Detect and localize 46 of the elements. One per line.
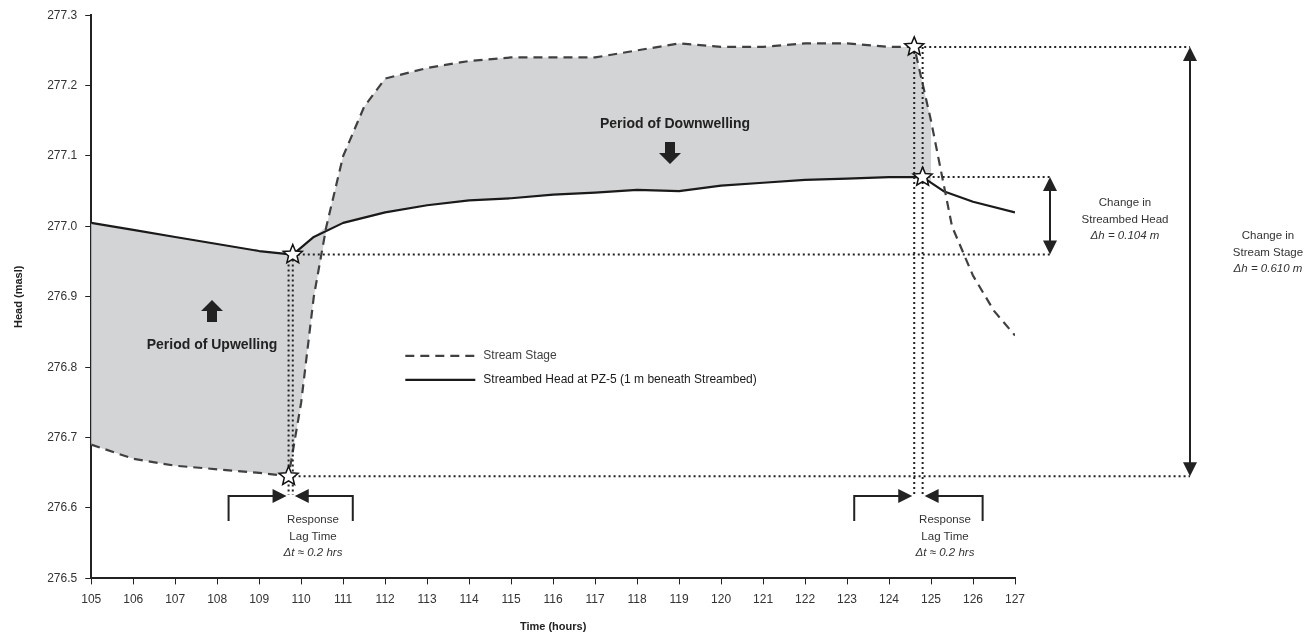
x-tick-label: 115 [501,591,522,606]
annotation: Response Lag Time Δt ≈ 0.2 hrs [914,513,975,559]
x-tick-label: 122 [795,591,816,606]
annotation: Response Lag Time Δt ≈ 0.2 hrs [282,513,343,559]
x-tick-label: 107 [165,591,186,606]
text: Stream Stage [483,348,558,363]
x-tick-label: 113 [417,591,438,606]
x-tick-label: 114 [459,591,480,606]
x-tick-label: 120 [711,591,732,606]
x-tick-label: 109 [249,591,270,606]
annotation: Period of Upwelling [146,335,278,352]
point [912,166,933,186]
x-tick-label: 118 [627,591,647,606]
point [278,465,299,486]
text: Change in Streambed Head Δh = 0.104 m [1081,196,1169,242]
text: Streambed Head at PZ-5 (1 m beneath Streambed) [483,372,757,387]
x-tick-label: 121 [753,591,774,606]
y-tick-label: 276.7 [47,429,78,444]
x-tick-label: 116 [543,591,563,606]
x-axis-title: Time (hours) [519,620,587,633]
y-tick-label: 276.9 [47,289,78,304]
x-tick-label: 126 [962,591,984,606]
x-tick-label: 105 [81,591,102,606]
y-axis-title: Head (masl) [11,265,24,328]
x-tick-label: 117 [585,591,605,606]
x-tick-label: 119 [669,591,689,606]
point [903,36,925,56]
y-tick-label: 277.0 [47,218,78,233]
x-tick-label: 125 [921,591,942,606]
x-tick-label: 110 [291,591,312,606]
y-tick-label: 277.1 [47,148,78,163]
x-tick-label: 112 [375,591,396,606]
point [282,243,304,264]
x-tick-label: 111 [334,591,353,606]
y-tick-label: 276.8 [47,359,78,374]
x-tick-label: 108 [207,591,228,606]
y-tick-label: 277.2 [47,77,78,92]
y-tick-label: 276.5 [47,570,78,585]
x-tick-label: 124 [879,591,900,606]
text: Change in Stream Stage Δh = 0.610 m [1232,229,1304,275]
annotation: Period of Downwelling [599,114,751,131]
y-tick-label: 276.6 [47,500,78,515]
x-tick-label: 123 [837,591,858,606]
x-tick-label: 106 [123,591,144,606]
y-tick-label: 277.3 [47,7,78,22]
x-tick-label: 127 [1004,591,1026,606]
